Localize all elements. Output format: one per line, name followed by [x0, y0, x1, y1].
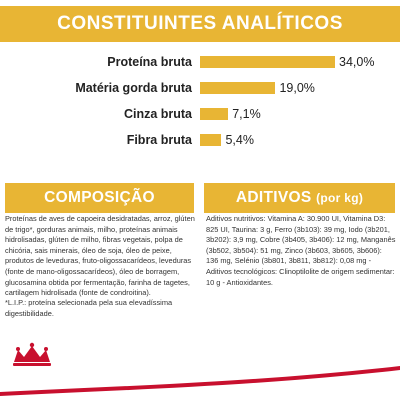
composition-footnote: *L.I.P.: proteína selecionada pela sua e… [5, 298, 173, 318]
bar-value-label: 5,4% [225, 133, 254, 147]
additives-text: Aditivos nutritivos: Vitamina A: 30.900 … [206, 214, 396, 287]
footer-swoosh [0, 366, 400, 400]
additives-header: ADITIVOS (por kg) [204, 183, 395, 213]
bar-category-label: Matéria gorda bruta [75, 81, 192, 95]
bar-row: Fibra bruta 5,4% [0, 130, 400, 150]
bar-category-label: Cinza bruta [123, 107, 192, 121]
bar-row: Cinza bruta 7,1% [0, 104, 400, 124]
bar-row: Proteína bruta 34,0% [0, 52, 400, 72]
royal-canin-crown-logo [13, 342, 51, 366]
bar-category-label: Fibra bruta [126, 133, 192, 147]
crown-icon [13, 342, 51, 366]
bar [200, 56, 335, 68]
additives-title-suffix: (por kg) [316, 191, 364, 205]
bar-value-label: 34,0% [339, 55, 375, 69]
bar-category-label: Proteína bruta [107, 55, 192, 69]
bar [200, 134, 222, 146]
additives-title: ADITIVOS [235, 189, 312, 206]
analytical-constituents-header: CONSTITUINTES ANALÍTICOS [0, 6, 400, 42]
bar-value-label: 7,1% [232, 107, 261, 121]
section-title: CONSTITUINTES ANALÍTICOS [57, 13, 343, 34]
composition-header: COMPOSIÇÃO [5, 183, 194, 213]
composition-title: COMPOSIÇÃO [44, 189, 155, 206]
footer-red-curve [0, 366, 400, 396]
footer-gold-curve [60, 372, 400, 400]
bar-value-label: 19,0% [279, 81, 315, 95]
bar [200, 108, 229, 120]
bar-row: Matéria gorda bruta 19,0% [0, 78, 400, 98]
additives-title-wrap: ADITIVOS (por kg) [236, 189, 363, 207]
composition-text: Proteínas de aves de capoeira desidratad… [5, 214, 195, 298]
bar [200, 82, 276, 94]
